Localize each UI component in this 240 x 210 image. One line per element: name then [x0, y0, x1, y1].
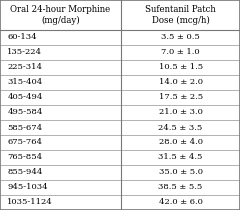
- Text: 14.0 ± 2.0: 14.0 ± 2.0: [159, 79, 203, 87]
- Text: 135-224: 135-224: [7, 49, 42, 56]
- Text: 21.0 ± 3.0: 21.0 ± 3.0: [159, 109, 203, 117]
- Text: 60-134: 60-134: [7, 34, 37, 42]
- Text: 10.5 ± 1.5: 10.5 ± 1.5: [159, 63, 203, 71]
- Text: 405-494: 405-494: [7, 93, 42, 101]
- Text: Oral 24-hour Morphine
(mg/day): Oral 24-hour Morphine (mg/day): [11, 5, 111, 25]
- Text: 765-854: 765-854: [7, 154, 42, 161]
- Text: 24.5 ± 3.5: 24.5 ± 3.5: [158, 123, 203, 131]
- Text: 17.5 ± 2.5: 17.5 ± 2.5: [159, 93, 203, 101]
- Text: 7.0 ± 1.0: 7.0 ± 1.0: [161, 49, 200, 56]
- Text: 585-674: 585-674: [7, 123, 42, 131]
- Text: 1035-1124: 1035-1124: [7, 198, 53, 206]
- Text: 315-404: 315-404: [7, 79, 42, 87]
- Text: 3.5 ± 0.5: 3.5 ± 0.5: [161, 34, 200, 42]
- Text: 38.5 ± 5.5: 38.5 ± 5.5: [158, 184, 203, 192]
- Text: 675-764: 675-764: [7, 139, 42, 147]
- Text: 42.0 ± 6.0: 42.0 ± 6.0: [159, 198, 203, 206]
- Text: 495-584: 495-584: [7, 109, 42, 117]
- Text: 945-1034: 945-1034: [7, 184, 48, 192]
- Text: 855-944: 855-944: [7, 168, 42, 176]
- Text: 35.0 ± 5.0: 35.0 ± 5.0: [159, 168, 203, 176]
- Text: 225-314: 225-314: [7, 63, 42, 71]
- Text: Sufentanil Patch
Dose (mcg/h): Sufentanil Patch Dose (mcg/h): [145, 5, 216, 25]
- Text: 31.5 ± 4.5: 31.5 ± 4.5: [158, 154, 203, 161]
- Text: 28.0 ± 4.0: 28.0 ± 4.0: [159, 139, 203, 147]
